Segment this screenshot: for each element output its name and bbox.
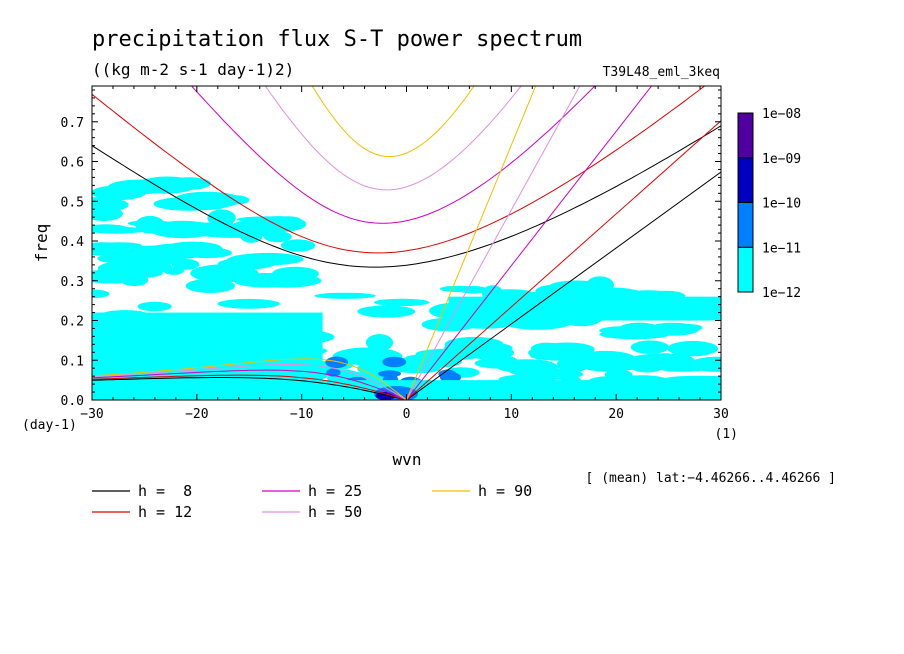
contour-patch xyxy=(314,292,376,299)
curve-ig-h90 xyxy=(311,86,475,158)
curve-kelvin-h25 xyxy=(406,86,653,400)
contour-patch xyxy=(508,319,560,327)
curve-ig-h50 xyxy=(264,86,522,191)
y-tick-label: 0.2 xyxy=(61,315,84,330)
legend-label: h = 12 xyxy=(138,503,192,521)
curve-kelvin-h12 xyxy=(406,120,721,400)
contour-patch xyxy=(92,289,110,299)
axis-ticks: −30 −20 −10 0 10 20 30 0.0 0.1 0.2 0.3 0.4 0.5 0.6 0.7 xyxy=(61,86,729,422)
dispersion-curves xyxy=(92,86,721,400)
colorbar: 1e−12 1e−11 1e−10 1e−09 1e−08 xyxy=(737,107,801,301)
run-label: T39L48_eml_3keq xyxy=(603,65,720,80)
y-axis-label: freq xyxy=(32,224,51,263)
x-tick-label: −20 xyxy=(185,407,208,422)
y-unit-label: (day-1) xyxy=(22,418,77,433)
contour-patch xyxy=(272,266,319,281)
y-tick-label: 0.5 xyxy=(61,195,84,210)
contour-patch xyxy=(365,334,394,352)
contour-patch xyxy=(230,219,286,236)
y-tick-label: 0.6 xyxy=(61,156,84,171)
y-tick-label: 0.4 xyxy=(61,235,85,250)
contour-patch xyxy=(474,358,523,369)
contour-patch xyxy=(92,312,323,381)
contour-patch xyxy=(535,284,585,298)
contour-patch xyxy=(438,369,457,379)
y-tick-label: 0.7 xyxy=(61,116,84,131)
colorbar-swatch xyxy=(737,157,754,203)
contour-patch xyxy=(466,343,510,350)
legend-label: h = 90 xyxy=(478,482,532,500)
y-tick-label: 0.0 xyxy=(61,394,84,409)
y-tick-label: 0.3 xyxy=(61,275,84,290)
contour-patch xyxy=(92,224,128,232)
y-tick-label: 0.1 xyxy=(61,354,84,369)
legend-label: h = 50 xyxy=(308,503,362,521)
x-unit-label: (1) xyxy=(715,427,738,442)
colorbar-swatch xyxy=(737,246,754,293)
contour-patch xyxy=(217,298,280,309)
contour-patch xyxy=(357,305,416,318)
contour-patch xyxy=(373,298,430,307)
contour-patch xyxy=(185,278,235,293)
contour-patch xyxy=(144,243,206,260)
contour-patch xyxy=(135,215,165,234)
x-tick-label: 10 xyxy=(504,407,520,422)
colorbar-label: 1e−11 xyxy=(762,241,801,256)
legend-label: h = 8 xyxy=(138,482,192,500)
curve-kelvin-h90 xyxy=(406,86,537,400)
x-tick-label: −10 xyxy=(290,407,313,422)
x-tick-label: 30 xyxy=(713,407,729,422)
x-tick-label: 20 xyxy=(608,407,624,422)
contour-patch xyxy=(599,329,671,340)
colorbar-label: 1e−12 xyxy=(762,286,801,301)
curve-kelvin-h8 xyxy=(406,171,721,400)
contour-patch xyxy=(439,285,476,293)
contour-patch xyxy=(448,296,721,321)
chart-title: precipitation flux S-T power spectrum xyxy=(92,27,582,52)
contour-patch xyxy=(574,350,636,367)
colorbar-label: 1e−10 xyxy=(762,197,801,212)
x-tick-label: 0 xyxy=(403,407,411,422)
contour-patch xyxy=(92,206,123,221)
contour-patch xyxy=(325,356,349,369)
chart-subtitle: ((kg m-2 s-1 day-1)2) xyxy=(92,60,294,79)
colorbar-swatch xyxy=(737,112,754,159)
legend: h = 8 h = 12 h = 25 h = 50 h = 90 xyxy=(92,482,532,521)
contour-patch xyxy=(217,258,261,269)
colorbar-swatch xyxy=(737,202,754,248)
contour-patch xyxy=(673,324,703,332)
contour-patch xyxy=(173,191,241,209)
x-tick-label: −30 xyxy=(80,407,103,422)
contour-patch xyxy=(689,356,721,372)
curve-rossby-h50 xyxy=(92,364,407,400)
contour-patch xyxy=(630,340,670,354)
curve-rossby-h8 xyxy=(92,377,407,400)
curve-rossby-h12 xyxy=(92,374,407,400)
contour-patch xyxy=(92,185,147,200)
contour-patch xyxy=(137,301,172,312)
curve-rossby-h90 xyxy=(92,358,407,400)
colorbar-label: 1e−08 xyxy=(762,107,801,122)
latitude-note: [ (mean) lat:−4.46266..4.46266 ] xyxy=(586,471,836,486)
contour-patch xyxy=(171,259,200,270)
x-axis-label: wvn xyxy=(393,450,422,469)
curve-ig-h8 xyxy=(92,125,721,268)
contour-patch xyxy=(280,239,316,252)
legend-label: h = 25 xyxy=(308,482,362,500)
contour-patch xyxy=(667,340,718,357)
contour-patch xyxy=(211,217,234,235)
contour-patch xyxy=(528,345,581,361)
colorbar-label: 1e−09 xyxy=(762,152,801,167)
spectrum-contours xyxy=(92,176,721,400)
curve-ig-h12 xyxy=(92,86,706,254)
curve-rossby-h25 xyxy=(92,369,407,400)
curve-kelvin-h50 xyxy=(406,86,581,400)
contour-patch xyxy=(92,242,128,256)
contour-patch xyxy=(382,356,407,368)
contour-patch xyxy=(120,273,149,286)
